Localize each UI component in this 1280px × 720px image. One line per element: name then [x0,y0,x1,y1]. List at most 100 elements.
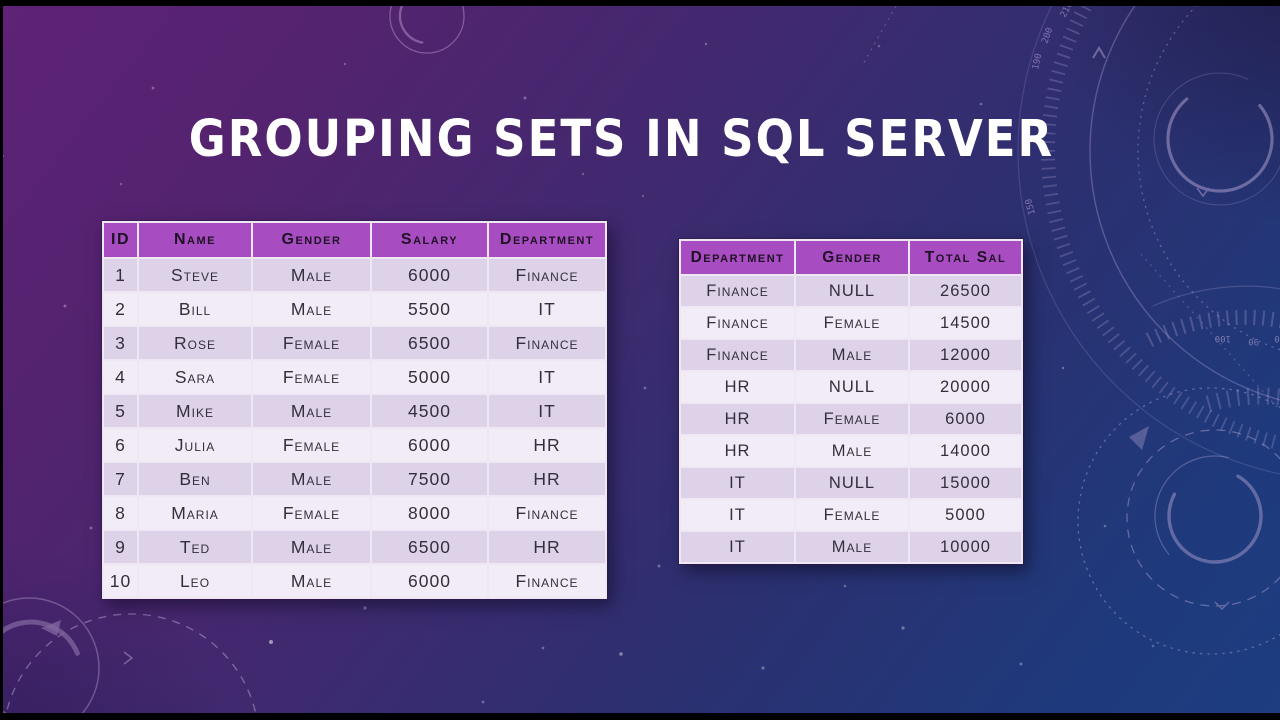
table-cell: Leo [139,565,251,597]
table-row: 8 Maria Female 8000 Finance [104,497,605,529]
table-cell: 6500 [372,327,487,359]
table-row: IT Female 5000 [681,500,1021,530]
table-row: HR NULL 20000 [681,372,1021,402]
table-cell: Ben [139,463,251,495]
svg-text:210: 210 [1059,6,1075,19]
table-cell: Male [253,463,370,495]
circle-decor-bottom-right [1077,387,1280,655]
table-cell: HR [489,429,605,461]
table-row: 5 Mike Male 4500 IT [104,395,605,427]
column-header: Total Sal [910,241,1021,274]
letterbox-bar-top [0,0,1280,6]
grouping-sets-result-table: Department Gender Total Sal Finance NULL 265… [679,239,1023,564]
table-row: 9 Ted Male 6500 HR [104,531,605,563]
table-cell: 5500 [372,293,487,325]
table-cell: 6 [104,429,137,461]
svg-text:80: 80 [1274,333,1280,343]
table-cell: Male [796,436,908,466]
slide-title: GROUPING SETS IN SQL SERVER [188,108,1055,169]
table-row: Finance Male 12000 [681,340,1021,370]
table-cell: Ted [139,531,251,563]
table-cell: Julia [139,429,251,461]
table-cell: IT [681,468,794,498]
table-cell: 3 [104,327,137,359]
table-cell: Male [796,532,908,562]
table-cell: HR [681,404,794,434]
column-header: ID [104,223,137,257]
table-cell: Finance [489,259,605,291]
svg-text:150: 150 [1024,198,1038,216]
table-cell: HR [681,372,794,402]
table-cell: 10 [104,565,137,597]
table-cell: Bill [139,293,251,325]
column-header: Salary [372,223,487,257]
circle-decor-bottom-left [3,597,257,713]
table-row: IT Male 10000 [681,532,1021,562]
table-cell: 4 [104,361,137,393]
slide-background: 210 200 190 150 100 90 80 [3,6,1280,713]
table-cell: Finance [489,565,605,597]
table-cell: Female [253,429,370,461]
table-cell: Sara [139,361,251,393]
tick-band-mid-right [1140,253,1280,413]
table-cell: Male [253,259,370,291]
employees-source-table: ID Name Gender Salary Department 1 Steve Male 6… [102,221,607,599]
table-row: HR Female 6000 [681,404,1021,434]
column-header: Gender [253,223,370,257]
table-cell: HR [489,531,605,563]
table-cell: 6000 [372,429,487,461]
table-cell: 5000 [910,500,1021,530]
letterbox-bar-bottom [0,713,1280,720]
table-cell: Finance [681,308,794,338]
table-row: 10 Leo Male 6000 Finance [104,565,605,597]
table-cell: 7 [104,463,137,495]
table-cell: 14000 [910,436,1021,466]
table-cell: 5000 [372,361,487,393]
column-header: Department [489,223,605,257]
table-cell: Female [796,404,908,434]
table-cell: 15000 [910,468,1021,498]
table-cell: Finance [681,340,794,370]
table-row: 4 Sara Female 5000 IT [104,361,605,393]
table-cell: Male [253,531,370,563]
table-cell: 2 [104,293,137,325]
table-cell: HR [681,436,794,466]
table-cell: Male [253,395,370,427]
table-row: Finance Female 14500 [681,308,1021,338]
table-cell: 6000 [372,259,487,291]
table-row: 1 Steve Male 6000 Finance [104,259,605,291]
table-cell: 6000 [372,565,487,597]
table-cell: 1 [104,259,137,291]
table-cell: Female [253,497,370,529]
table-cell: 26500 [910,276,1021,306]
table-cell: NULL [796,468,908,498]
column-header: Gender [796,241,908,274]
column-header: Department [681,241,794,274]
svg-text:190: 190 [1031,53,1044,71]
table-cell: NULL [796,372,908,402]
table-cell: 6500 [372,531,487,563]
table-cell: Female [796,308,908,338]
table-row: HR Male 14000 [681,436,1021,466]
table-cell: Mike [139,395,251,427]
table-cell: HR [489,463,605,495]
table-cell: 5 [104,395,137,427]
table-cell: Steve [139,259,251,291]
table-cell: Male [796,340,908,370]
table-header-row: ID Name Gender Salary Department [104,223,605,257]
table-cell: 8 [104,497,137,529]
table-cell: 14500 [910,308,1021,338]
column-header: Name [139,223,251,257]
table-cell: IT [489,361,605,393]
table-cell: IT [489,293,605,325]
table-cell: Finance [681,276,794,306]
table-cell: Rose [139,327,251,359]
table-cell: Female [796,500,908,530]
table-cell: 7500 [372,463,487,495]
svg-text:100: 100 [1215,333,1231,343]
table-cell: Male [253,565,370,597]
dial-numbers: 210 200 190 150 100 90 80 [1024,6,1280,346]
table-cell: IT [681,500,794,530]
table-cell: Maria [139,497,251,529]
table-header-row: Department Gender Total Sal [681,241,1021,274]
